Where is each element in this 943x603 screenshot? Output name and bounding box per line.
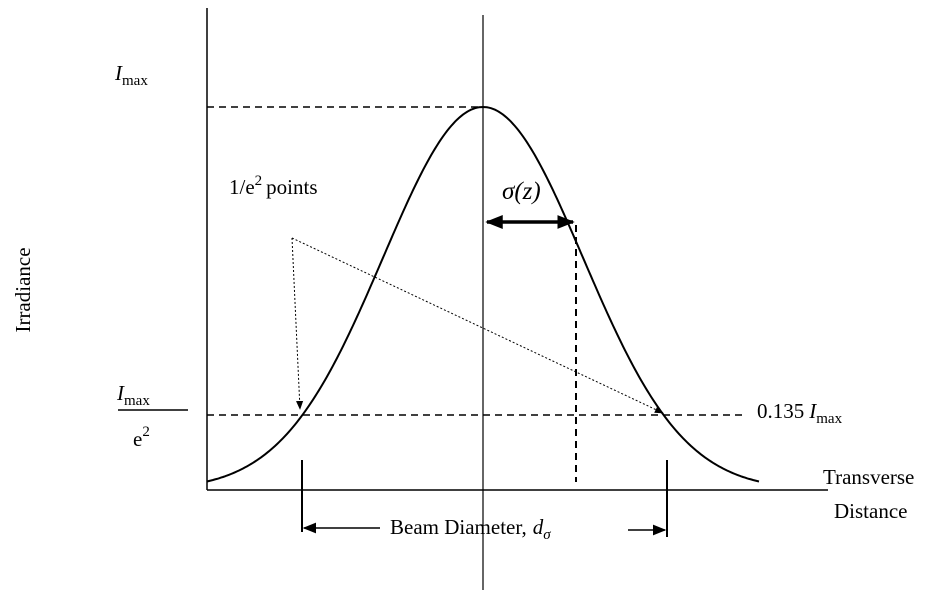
exponent: 2 [142,424,150,440]
sigma-label: σ(z) [502,178,541,205]
x-axis-label-2: Distance [834,499,907,523]
base: e [133,427,142,451]
y-axis-label: Irradiance [11,247,35,332]
x-axis-label-1: Transverse [823,465,914,489]
level-label: 0.135 Imax [757,399,843,427]
threshold-denominator: e2 [133,424,150,451]
dashed-guides [207,106,742,482]
axes [206,8,828,590]
base: 1/e [229,175,255,199]
symbol: I [114,61,123,85]
symbol: d [533,515,544,539]
exponent: 2 [255,173,263,189]
points-label: 1/e2 points [229,173,318,199]
text: Beam Diameter, [390,515,527,539]
symbol: I [116,381,125,405]
subscript: σ [543,527,551,543]
peak-label: Imax [114,61,148,89]
subscript: max [124,393,150,409]
value: 0.135 [757,399,804,423]
pointer-left [291,237,304,410]
subscript: max [122,73,148,89]
diameter-label: Beam Diameter, dσ [390,515,551,543]
gaussian-curve [206,105,760,483]
threshold-numerator: Imax [116,381,150,409]
symbol: I [808,399,817,423]
text: points [266,175,317,199]
subscript: max [816,411,842,427]
pointer-right [291,237,664,414]
